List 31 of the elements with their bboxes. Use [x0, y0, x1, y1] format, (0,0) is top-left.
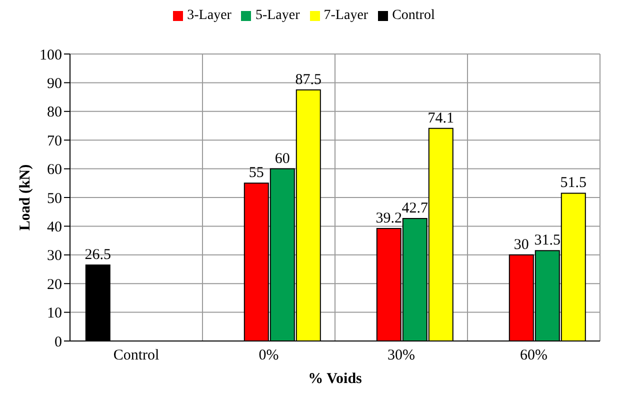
x-axis-title: % Voids — [308, 371, 362, 387]
data-label: 42.7 — [402, 200, 429, 216]
x-tick-label: 60% — [520, 348, 548, 364]
data-label: 74.1 — [428, 110, 454, 126]
y-axis-title: Load (kN) — [17, 164, 34, 231]
legend-label: 3-Layer — [187, 8, 232, 23]
legend-label: 7-Layer — [324, 8, 368, 23]
y-tick-label: 80 — [47, 104, 62, 121]
data-label: 31.5 — [534, 232, 561, 249]
y-tick-label: 50 — [47, 190, 62, 207]
data-label: 55 — [248, 165, 264, 182]
data-label: 51.5 — [560, 175, 587, 192]
x-tick-label: Control — [113, 348, 160, 364]
y-tick-label: 10 — [47, 306, 62, 322]
y-tick-label: 90 — [47, 76, 62, 92]
y-tick-label: 40 — [47, 220, 62, 236]
x-tick-label: 0% — [258, 348, 279, 364]
y-tick-label: 20 — [47, 276, 62, 293]
y-tick-label: 0 — [54, 334, 62, 350]
y-tick-label: 60 — [47, 162, 62, 178]
data-label: 26.5 — [84, 246, 112, 263]
legend-label: 5-Layer — [255, 8, 300, 23]
y-tick-label: 100 — [40, 47, 62, 64]
y-tick-label: 70 — [47, 133, 62, 150]
legend-label: Control — [392, 8, 435, 23]
x-tick-label: 30% — [388, 348, 415, 364]
data-label: 39.2 — [376, 210, 402, 226]
y-tick-label: 30 — [47, 248, 62, 264]
data-label: 30 — [514, 236, 529, 253]
data-label: 60 — [274, 150, 290, 167]
data-label: 87.5 — [295, 72, 322, 88]
